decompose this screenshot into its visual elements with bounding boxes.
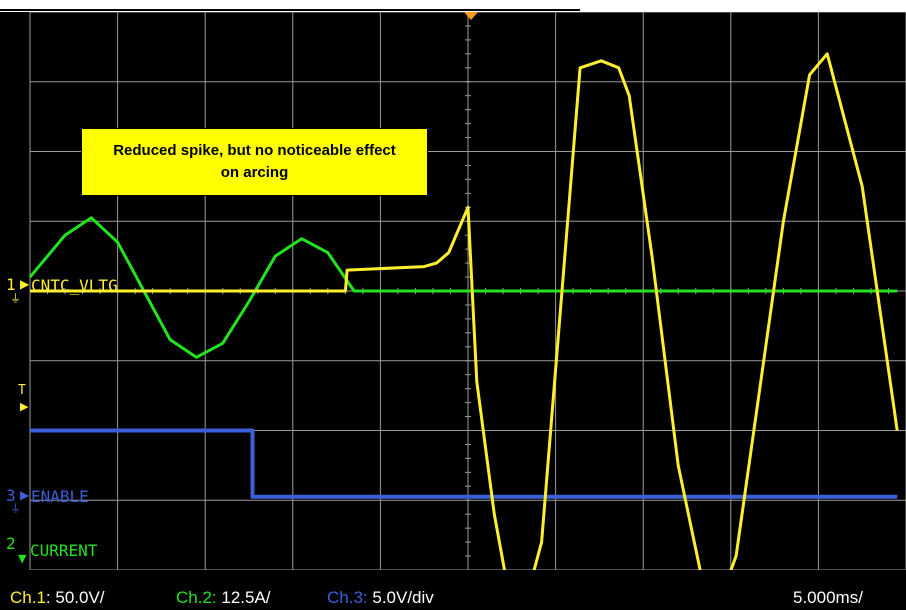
trigger-marker: T — [18, 383, 26, 398]
ch1-marker: 1 — [6, 275, 16, 294]
trigger-arrow-icon: ▶ — [20, 400, 29, 413]
ch3-label: ENABLE — [31, 487, 89, 506]
ch1-trace — [30, 52, 899, 570]
ch2-scale-value: 12.5A/ — [216, 588, 271, 607]
ch3-scale-name: Ch.3: — [327, 588, 368, 607]
ch3-marker: 3 — [6, 486, 16, 505]
ch1-ground-icon: ⏚ — [10, 292, 21, 305]
ch2-scale-name: Ch.2: — [176, 588, 217, 607]
ch3-ground-icon: ⏚ — [10, 502, 21, 515]
ch2-scale-readout: Ch.2: 12.5A/ — [176, 588, 271, 608]
ch2-ground-arrow-icon: ▼ — [18, 552, 27, 565]
annotation-box: Reduced spike, but no noticeable effect … — [81, 128, 428, 196]
trigger-position-marker — [464, 12, 478, 20]
waveform-plot — [28, 12, 906, 570]
ch2-marker: 2 — [6, 534, 16, 553]
ch1-scale-value: : 50.0V/ — [45, 588, 105, 607]
top-divider-line — [0, 9, 580, 11]
annotation-text: Reduced spike, but no noticeable effect … — [113, 142, 396, 181]
traces — [28, 52, 899, 570]
ch1-scale-name: Ch.1 — [10, 588, 46, 607]
timebase-readout: 5.000ms/ — [793, 588, 863, 607]
ch3-scale-value: 5.0V/div — [367, 588, 434, 607]
ch1-scale-readout: Ch.1: 50.0V/ — [10, 588, 105, 608]
ch3-trace — [30, 428, 898, 499]
ch2-trace — [28, 216, 898, 359]
ch1-label: CNTC_VLTG — [31, 276, 118, 295]
ch1-arrow-icon: ▶ — [20, 277, 30, 291]
oscilloscope-screen: Reduced spike, but no noticeable effect … — [0, 12, 906, 570]
status-footer: Ch.1: 50.0V/ Ch.2: 12.5A/ Ch.3: 5.0V/div… — [0, 570, 906, 610]
ch2-label: CURRENT — [30, 541, 98, 560]
ch3-arrow-icon: ▶ — [20, 488, 30, 502]
ch3-scale-readout: Ch.3: 5.0V/div — [327, 588, 434, 608]
top-margin — [0, 0, 906, 12]
